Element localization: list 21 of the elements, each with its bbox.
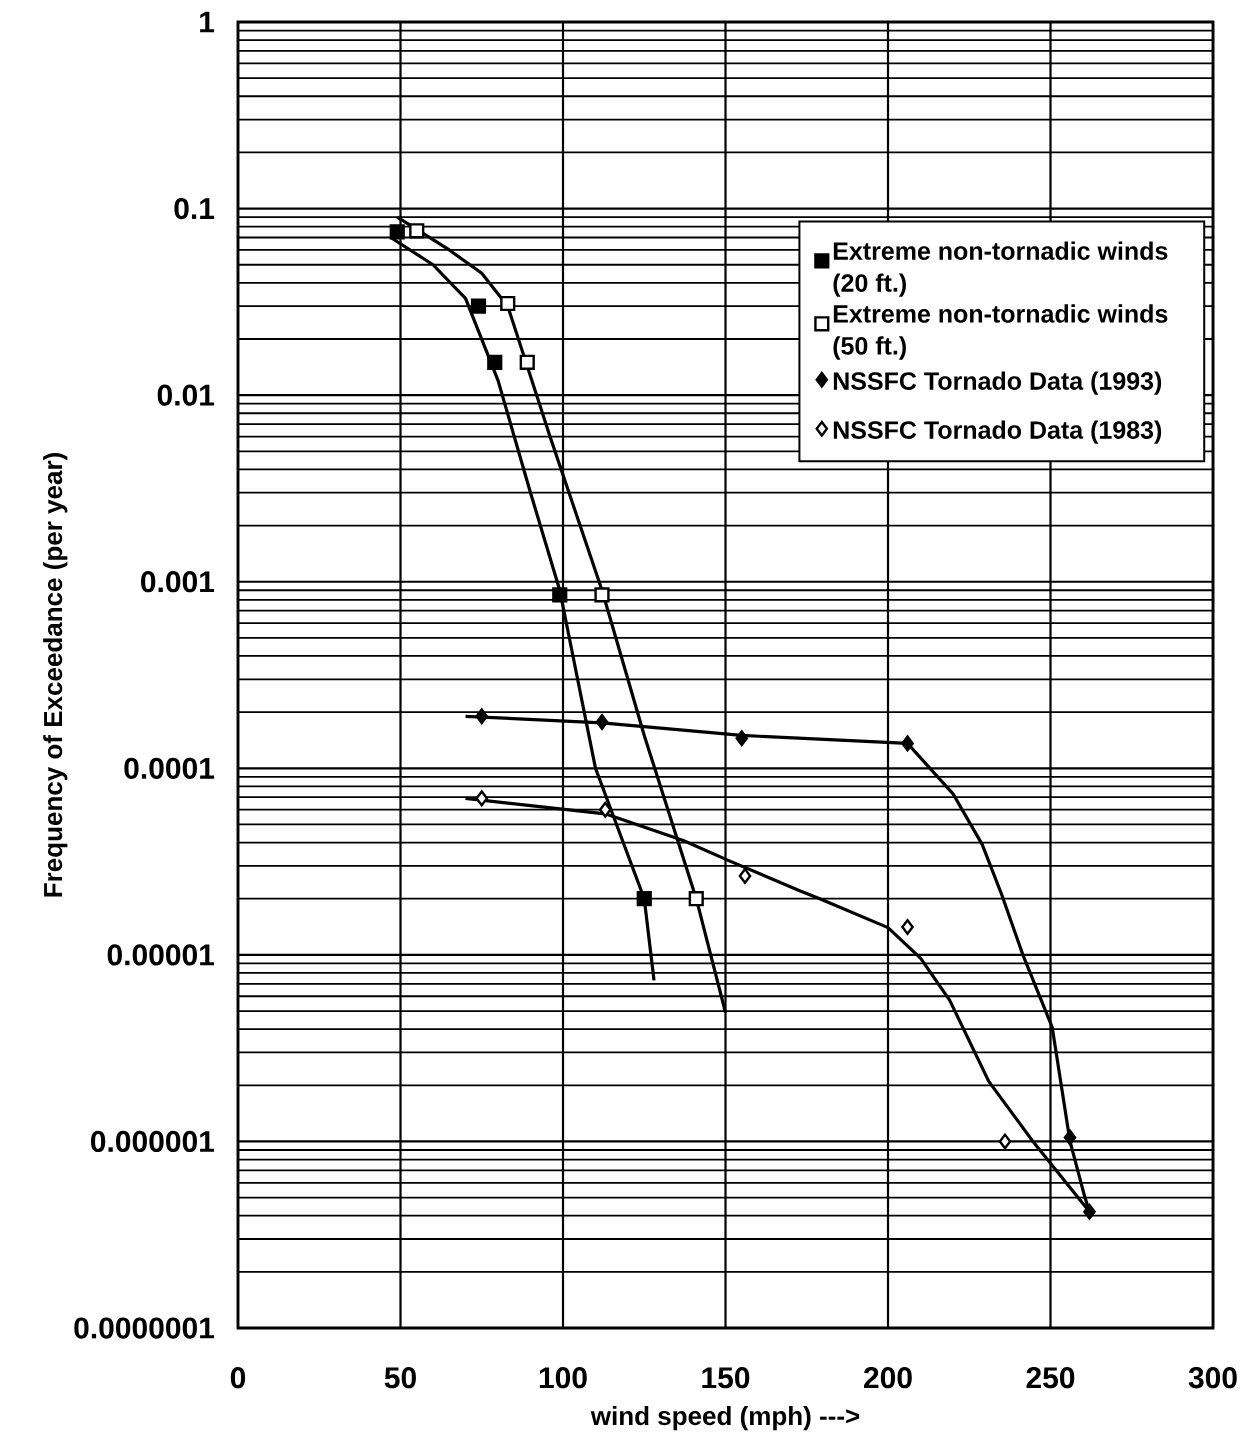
x-axis-title: wind speed (mph) ---> — [590, 1406, 860, 1431]
legend-label: Extreme non-tornadic winds (50 ft.) — [833, 304, 1168, 360]
y-tick-label: 0.01 — [157, 384, 215, 406]
y-tick-label: 0.0000001 — [74, 1317, 215, 1339]
y-tick-label: 0.00001 — [107, 944, 215, 966]
x-tick-label: 200 — [864, 1367, 912, 1389]
legend-label: NSSFC Tornado Data (1993) — [833, 371, 1162, 395]
legend-label: NSSFC Tornado Data (1983) — [833, 420, 1162, 444]
x-tick-label: 250 — [1026, 1367, 1075, 1389]
y-tick-label: 0.000001 — [91, 1130, 215, 1153]
legend-label: Extreme non-tornadic winds (20 ft.) — [833, 241, 1168, 297]
x-tick-label: 100 — [539, 1367, 587, 1389]
y-axis-title: Frequency of Exceedance (per year) — [43, 453, 68, 897]
y-tick-label: 0.0001 — [124, 757, 215, 779]
y-tick-label: 0.001 — [141, 571, 215, 593]
x-tick-label: 0 — [230, 1367, 246, 1389]
x-tick-label: 150 — [702, 1367, 750, 1389]
x-tick-label: 50 — [384, 1367, 416, 1389]
y-tick-label: 1 — [200, 11, 215, 33]
x-tick-label: 300 — [1188, 1367, 1237, 1389]
y-tick-label: 0.1 — [174, 197, 215, 220]
